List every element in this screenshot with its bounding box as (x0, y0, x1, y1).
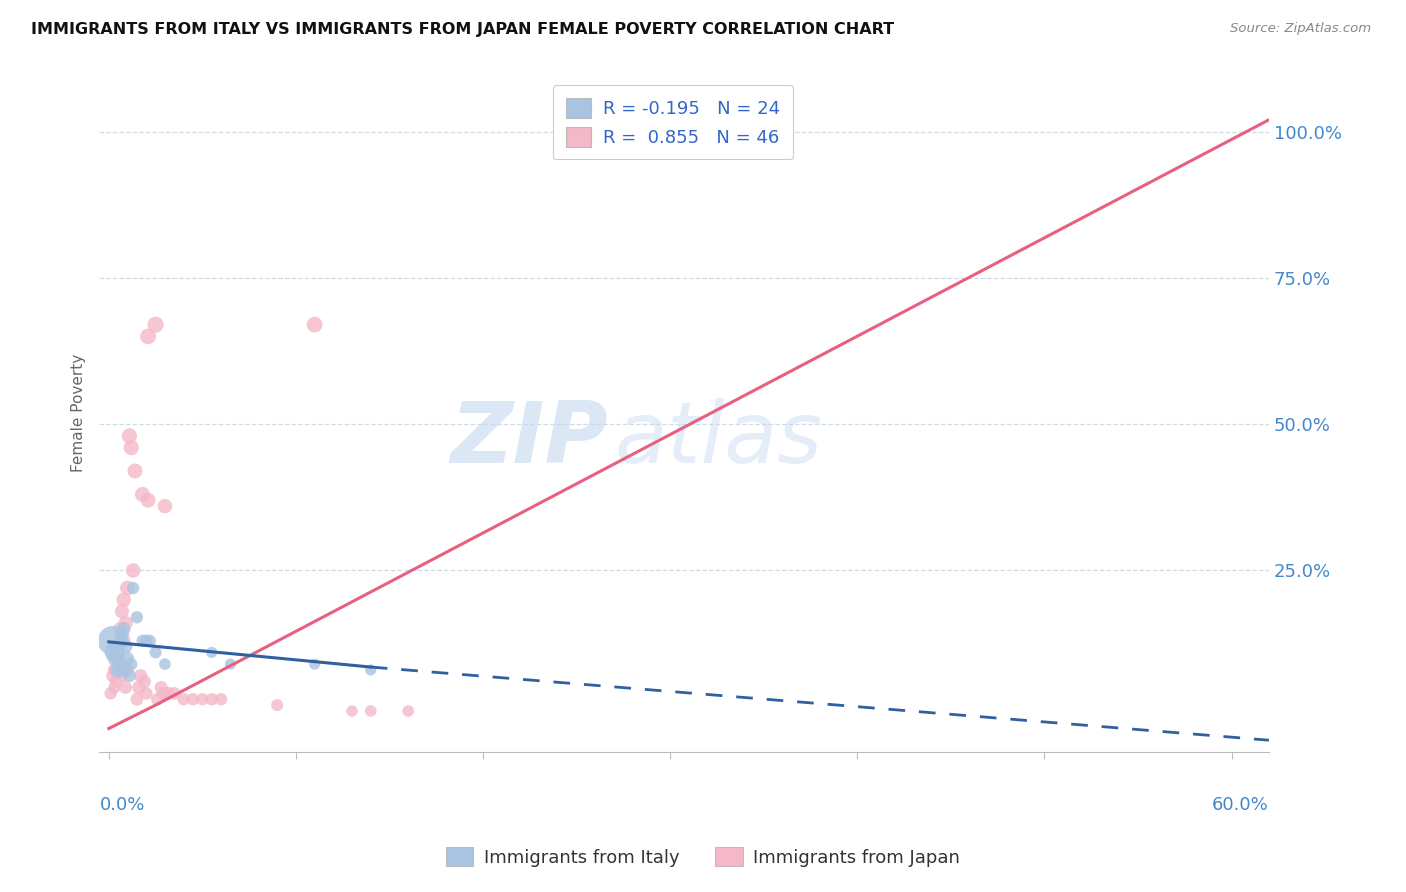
Point (105, 651, 128, 665)
Point (105, 651, 128, 665)
Point (103, 681, 125, 695)
Point (191, 692, 214, 706)
Text: atlas: atlas (614, 398, 823, 481)
Point (209, 692, 232, 706)
Point (201, 692, 224, 706)
Point (118, 669, 141, 683)
Point (122, 564, 145, 578)
Point (304, 657, 326, 672)
Point (125, 692, 148, 706)
Point (125, 610, 148, 624)
Point (117, 663, 139, 677)
Point (136, 329, 159, 343)
Point (134, 674, 156, 689)
Text: ZIP: ZIP (450, 398, 609, 481)
Point (100, 686, 122, 700)
Point (201, 645, 224, 659)
Point (181, 692, 204, 706)
Point (111, 604, 134, 618)
Legend: Immigrants from Italy, Immigrants from Japan: Immigrants from Italy, Immigrants from J… (439, 840, 967, 874)
Point (107, 663, 129, 677)
Point (131, 487, 153, 501)
Point (153, 657, 176, 672)
Point (107, 663, 129, 677)
Point (146, 692, 169, 706)
Point (124, 464, 146, 478)
Point (340, 704, 363, 718)
Point (117, 651, 139, 665)
Y-axis label: Female Poverty: Female Poverty (72, 353, 86, 472)
Point (145, 318, 167, 332)
Point (112, 622, 135, 636)
Point (117, 581, 139, 595)
Point (122, 581, 145, 595)
Point (105, 674, 128, 689)
Point (114, 681, 136, 695)
Point (120, 441, 142, 455)
Point (139, 633, 162, 648)
Point (101, 633, 124, 648)
Point (129, 669, 152, 683)
Point (360, 704, 382, 718)
Point (101, 669, 124, 683)
Point (112, 633, 135, 648)
Text: 60.0%: 60.0% (1212, 796, 1270, 814)
Point (103, 663, 125, 677)
Point (120, 657, 142, 672)
Point (145, 645, 167, 659)
Point (128, 681, 150, 695)
Point (131, 633, 153, 648)
Point (163, 686, 186, 700)
Point (136, 493, 159, 508)
Point (396, 704, 419, 718)
Point (107, 640, 129, 654)
Text: Source: ZipAtlas.com: Source: ZipAtlas.com (1230, 22, 1371, 36)
Point (112, 663, 135, 677)
Point (112, 592, 135, 607)
Point (266, 698, 288, 712)
Point (150, 681, 173, 695)
Point (114, 616, 136, 631)
Text: IMMIGRANTS FROM ITALY VS IMMIGRANTS FROM JAPAN FEMALE POVERTY CORRELATION CHART: IMMIGRANTS FROM ITALY VS IMMIGRANTS FROM… (31, 22, 894, 37)
Point (173, 692, 195, 706)
Point (111, 669, 134, 683)
Text: 0.0%: 0.0% (100, 796, 145, 814)
Point (103, 645, 125, 659)
Point (219, 657, 242, 672)
Legend: R = -0.195   N = 24, R =  0.855   N = 46: R = -0.195 N = 24, R = 0.855 N = 46 (553, 86, 793, 160)
Point (135, 686, 157, 700)
Point (108, 657, 131, 672)
Point (135, 633, 157, 648)
Point (108, 622, 131, 636)
Point (118, 429, 141, 443)
Point (152, 686, 174, 700)
Point (304, 318, 326, 332)
Point (111, 628, 134, 642)
Point (157, 686, 180, 700)
Point (360, 663, 382, 677)
Point (153, 499, 176, 513)
Point (114, 640, 136, 654)
Point (107, 640, 129, 654)
